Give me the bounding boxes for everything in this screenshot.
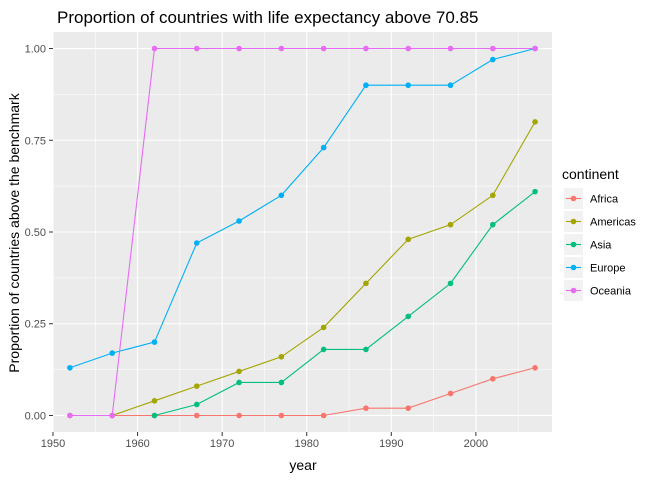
- data-point-asia: [532, 188, 538, 195]
- series-line-europe: [69, 47, 536, 369]
- data-point-europe: [320, 144, 327, 151]
- x-tick-label: 1980: [294, 438, 318, 450]
- data-point-asia: [320, 346, 327, 353]
- y-tick-label: 0.00: [25, 410, 46, 422]
- data-point-oceania: [151, 45, 158, 52]
- data-point-americas: [193, 383, 200, 389]
- legend-key-point: [570, 218, 577, 225]
- chart-title: Proportion of countries with life expect…: [57, 8, 478, 27]
- data-point-europe: [490, 56, 496, 63]
- legend-label: Europe: [590, 263, 625, 275]
- data-point-oceania: [278, 45, 285, 52]
- data-point-africa: [363, 405, 369, 411]
- legend-item-europe: Europe: [564, 257, 625, 278]
- legend-label: Asia: [590, 240, 612, 252]
- data-point-asia: [447, 280, 454, 287]
- series-asia: [151, 188, 538, 419]
- data-point-asia: [278, 379, 285, 386]
- data-point-europe: [67, 364, 73, 371]
- data-point-europe: [193, 240, 200, 246]
- legend-label: Oceania: [590, 286, 632, 298]
- x-tick-label: 1990: [379, 438, 403, 450]
- x-tick-label: 1960: [125, 438, 149, 450]
- legend-key-point: [570, 241, 577, 248]
- data-point-africa: [490, 375, 496, 382]
- data-point-africa: [278, 412, 285, 419]
- data-point-africa: [447, 390, 454, 397]
- legend-label: Americas: [590, 217, 636, 229]
- data-point-oceania: [447, 45, 454, 52]
- data-point-oceania: [320, 45, 327, 52]
- data-point-asia: [405, 313, 412, 320]
- data-point-europe: [278, 192, 285, 199]
- data-point-americas: [363, 280, 369, 287]
- data-point-americas: [278, 353, 285, 360]
- x-tick-label: 2000: [464, 438, 488, 450]
- legend-item-africa: Africa: [564, 188, 619, 209]
- series-line-africa: [69, 367, 536, 417]
- data-point-africa: [236, 412, 242, 419]
- data-point-africa: [193, 412, 200, 419]
- data-point-asia: [151, 412, 158, 419]
- data-point-europe: [447, 82, 454, 89]
- series-layer: [67, 45, 538, 419]
- data-point-americas: [236, 368, 242, 375]
- legend-label: Africa: [590, 194, 619, 206]
- data-point-americas: [447, 221, 454, 228]
- y-tick-label: 0.50: [25, 227, 46, 239]
- data-point-oceania: [67, 412, 73, 419]
- data-point-europe: [405, 82, 412, 89]
- legend-key-point: [570, 195, 577, 202]
- data-point-americas: [532, 119, 538, 125]
- data-point-americas: [405, 236, 412, 243]
- data-point-asia: [490, 221, 496, 228]
- y-tick-label: 1.00: [25, 44, 46, 56]
- data-point-europe: [151, 339, 158, 345]
- y-axis-title: Proportion of countries above the benchm…: [6, 92, 22, 372]
- data-point-europe: [109, 350, 115, 356]
- legend: continent Africa Americas Asia Europe Oceani…: [562, 166, 636, 301]
- data-point-asia: [193, 401, 200, 408]
- legend-item-asia: Asia: [564, 234, 612, 255]
- y-tick-label: 0.25: [25, 319, 46, 331]
- legend-key-point: [570, 264, 577, 271]
- x-tick-label: 1950: [41, 438, 65, 450]
- data-point-oceania: [109, 412, 115, 419]
- data-point-africa: [532, 364, 538, 371]
- series-line-oceania: [69, 47, 536, 417]
- x-tick-label: 1970: [210, 438, 234, 450]
- x-axis-title: year: [289, 457, 317, 473]
- data-point-africa: [320, 412, 327, 419]
- y-axis: 0.00 0.25 0.50 0.75 1.00: [25, 44, 53, 422]
- data-point-oceania: [363, 45, 369, 52]
- data-point-europe: [236, 218, 242, 224]
- y-tick-label: 0.75: [25, 135, 46, 147]
- legend-item-americas: Americas: [564, 211, 636, 232]
- data-point-oceania: [532, 45, 538, 52]
- legend-item-oceania: Oceania: [564, 280, 632, 301]
- data-point-americas: [151, 398, 158, 404]
- data-point-oceania: [490, 45, 496, 52]
- data-point-americas: [320, 324, 327, 331]
- data-point-oceania: [193, 45, 200, 52]
- x-axis: 1950 1960 1970 1980 1990 2000: [41, 432, 488, 450]
- data-point-asia: [363, 346, 369, 353]
- series-oceania: [67, 45, 538, 419]
- data-point-africa: [405, 405, 412, 411]
- data-point-oceania: [405, 45, 412, 52]
- data-point-asia: [236, 379, 242, 386]
- data-point-americas: [490, 192, 496, 199]
- legend-title: continent: [562, 166, 619, 182]
- data-point-oceania: [236, 45, 242, 52]
- data-point-europe: [363, 82, 369, 89]
- series-line-asia: [154, 191, 536, 417]
- legend-key-point: [570, 287, 577, 294]
